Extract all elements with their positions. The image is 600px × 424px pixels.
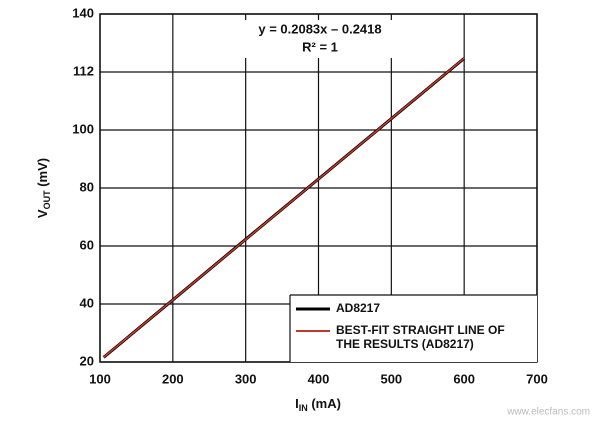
legend-entry: BEST-FIT STRAIGHT LINE OF THE RESULTS (A… (336, 323, 505, 351)
x-tick-label: 400 (308, 371, 330, 386)
watermark: www.elecfans.com (506, 407, 590, 418)
legend-label: BEST-FIT STRAIGHT LINE OF THE RESULTS (A… (336, 323, 505, 351)
y-tick-label: 140 (72, 5, 94, 20)
y-tick-label: 80 (80, 179, 94, 194)
annotation-bg (240, 20, 400, 58)
x-tick-label: 300 (235, 371, 257, 386)
y-tick-label: 112 (73, 63, 94, 78)
x-tick-label: 100 (89, 371, 111, 386)
x-axis-label: IIN (mA) (295, 396, 341, 413)
legend-label: AD8217 (336, 301, 381, 315)
annotation: y = 0.2083x – 0.2418 (258, 21, 381, 36)
legend-box (290, 295, 537, 362)
legend-entry: AD8217 (336, 301, 381, 315)
y-tick-label: 40 (80, 295, 94, 310)
data-line (103, 57, 465, 358)
y-tick-label: 20 (80, 353, 94, 368)
x-tick-label: 700 (526, 371, 548, 386)
y-axis-label: VOUT (mV) (35, 158, 52, 218)
annotation: R² = 1 (302, 39, 338, 54)
x-tick-label: 200 (162, 371, 184, 386)
x-tick-label: 600 (453, 371, 475, 386)
grid (99, 13, 538, 363)
y-tick-label: 100 (72, 121, 94, 136)
x-tick-label: 500 (380, 371, 402, 386)
y-tick-label: 60 (80, 237, 94, 252)
